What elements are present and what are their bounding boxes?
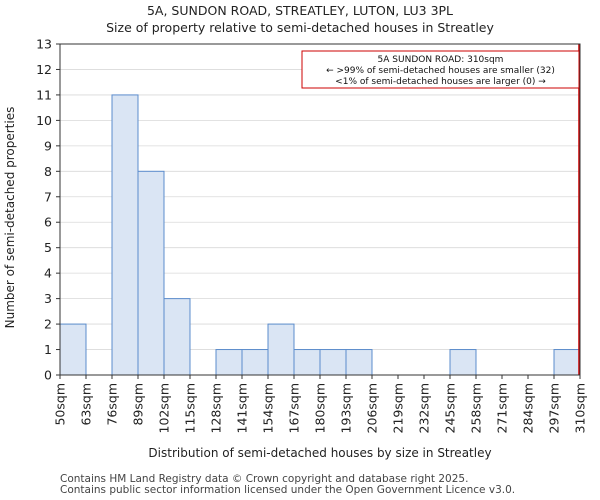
x-tick-label: 271sqm bbox=[495, 383, 510, 433]
annotation-line-1: 5A SUNDON ROAD: 310sqm bbox=[378, 55, 504, 65]
y-tick-label: 4 bbox=[44, 266, 52, 281]
bar-89sqm bbox=[137, 170, 165, 376]
y-tick-label: 12 bbox=[36, 62, 52, 77]
annotation-frame bbox=[301, 50, 580, 89]
x-tick-label: 219sqm bbox=[391, 383, 406, 433]
bar-128sqm bbox=[215, 349, 243, 376]
chart-title: 5A, SUNDON ROAD, STREATLEY, LUTON, LU3 3… bbox=[146, 3, 454, 18]
annotation-line-3: <1% of semi-detached houses are larger (… bbox=[335, 77, 546, 87]
footer-licence: Contains public sector information licen… bbox=[60, 484, 516, 496]
x-tick-label: 50sqm bbox=[53, 383, 68, 426]
y-tick-label: 1 bbox=[44, 342, 52, 357]
bar-245sqm bbox=[449, 349, 477, 376]
x-tick-label: 115sqm bbox=[183, 383, 198, 433]
x-tick-label: 310sqm bbox=[573, 383, 588, 433]
bar-141sqm bbox=[241, 349, 269, 376]
x-tick-label: 193sqm bbox=[339, 383, 354, 433]
x-tick-label: 89sqm bbox=[131, 383, 146, 426]
x-tick-label: 258sqm bbox=[469, 383, 484, 433]
x-tick-label: 206sqm bbox=[365, 383, 380, 433]
x-tick-label: 284sqm bbox=[521, 383, 536, 433]
annotation-line-2: ← >99% of semi-detached houses are small… bbox=[326, 66, 555, 76]
bar-167sqm bbox=[293, 349, 321, 376]
y-tick-label: 10 bbox=[36, 113, 52, 128]
x-tick-label: 180sqm bbox=[313, 383, 328, 433]
y-tick-label: 9 bbox=[44, 138, 52, 153]
y-tick-label: 3 bbox=[44, 291, 52, 306]
bar-76sqm bbox=[111, 94, 139, 376]
annotation-box: 5A SUNDON ROAD: 310sqm ← >99% of semi-de… bbox=[301, 50, 580, 89]
y-axis-label: Number of semi-detached properties bbox=[3, 107, 17, 329]
bar-50sqm bbox=[59, 323, 87, 376]
y-tick-label: 6 bbox=[44, 215, 52, 230]
bar-180sqm bbox=[319, 349, 347, 376]
x-tick-label: 102sqm bbox=[157, 383, 172, 433]
x-tick-label: 128sqm bbox=[209, 383, 224, 433]
x-tick-label: 76sqm bbox=[105, 383, 120, 426]
x-tick-label: 167sqm bbox=[287, 383, 302, 433]
x-tick-label: 232sqm bbox=[417, 383, 432, 433]
y-tick-label: 5 bbox=[44, 240, 52, 255]
chart-subtitle: Size of property relative to semi-detach… bbox=[106, 20, 494, 35]
x-axis-ticks: 50sqm 63sqm 76sqm 89sqm 102sqm 115sqm 128sqm 14… bbox=[53, 375, 588, 433]
bar-193sqm bbox=[345, 349, 373, 376]
bar-154sqm bbox=[267, 323, 295, 376]
y-tick-label: 11 bbox=[36, 87, 52, 102]
x-tick-label: 154sqm bbox=[261, 383, 276, 433]
y-tick-label: 7 bbox=[44, 189, 52, 204]
x-tick-label: 63sqm bbox=[79, 383, 94, 426]
bar-102sqm bbox=[163, 298, 191, 376]
x-tick-label: 245sqm bbox=[443, 383, 458, 433]
y-tick-label: 2 bbox=[44, 317, 52, 332]
x-tick-label: 141sqm bbox=[235, 383, 250, 433]
y-tick-label: 0 bbox=[44, 368, 52, 383]
x-axis-label: Distribution of semi-detached houses by … bbox=[148, 446, 491, 460]
y-tick-label: 13 bbox=[36, 37, 52, 52]
y-tick-label: 8 bbox=[44, 164, 52, 179]
x-tick-label: 297sqm bbox=[547, 383, 562, 433]
bars bbox=[59, 94, 581, 376]
bar-297sqm bbox=[553, 349, 581, 376]
footer-copyright: Contains HM Land Registry data © Crown c… bbox=[60, 473, 469, 485]
